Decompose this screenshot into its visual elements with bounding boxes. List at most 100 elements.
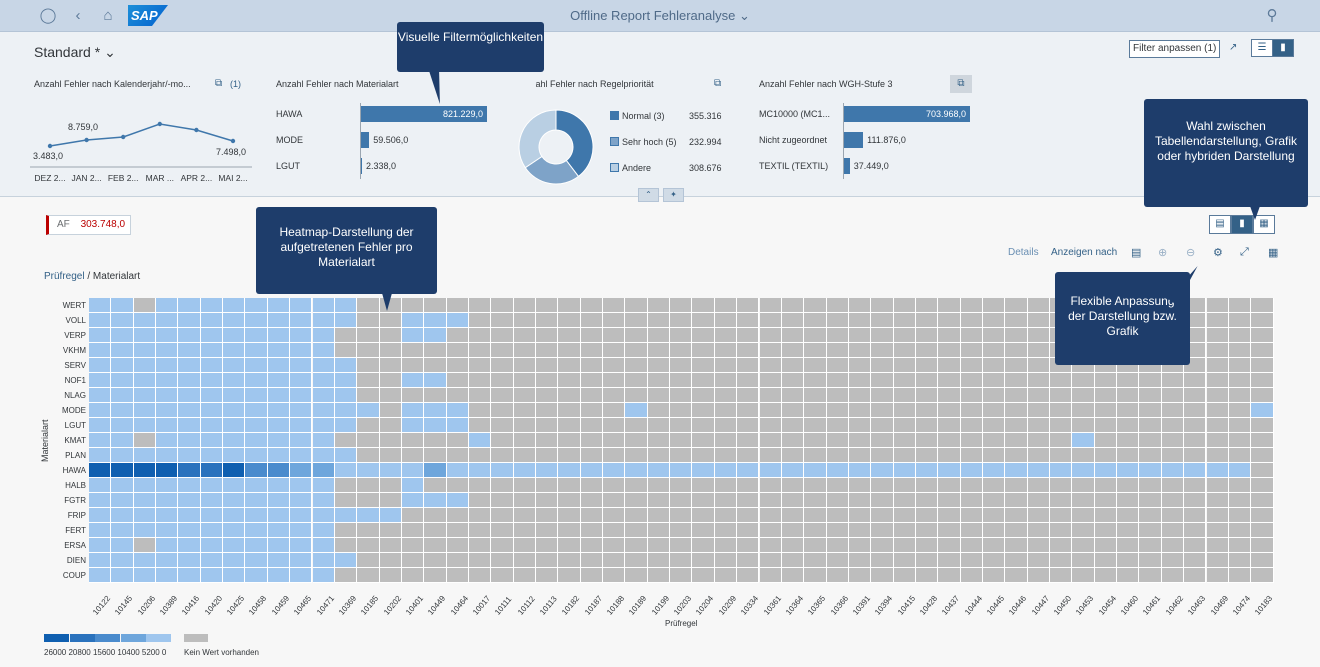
heatmap-cell[interactable]	[89, 463, 112, 478]
heatmap-cell[interactable]	[513, 298, 536, 313]
heatmap-cell[interactable]	[625, 568, 648, 583]
heatmap-cell[interactable]	[401, 508, 425, 523]
heatmap-cell[interactable]	[1050, 538, 1073, 553]
heatmap-cell[interactable]	[1184, 523, 1207, 538]
heatmap-cell[interactable]	[759, 298, 782, 313]
heatmap-cell[interactable]	[513, 553, 536, 568]
heatmap-cell[interactable]	[156, 538, 179, 553]
heatmap-cell[interactable]	[938, 343, 961, 358]
heatmap-cell[interactable]	[1228, 463, 1252, 478]
heatmap-cell[interactable]	[290, 508, 313, 523]
heatmap-cell[interactable]	[1072, 403, 1095, 418]
heatmap-cell[interactable]	[1027, 373, 1051, 388]
zoom-in-icon[interactable]: ⊕	[1158, 247, 1168, 259]
heatmap-cell[interactable]	[424, 298, 447, 313]
heatmap-cell[interactable]	[89, 538, 112, 553]
heatmap-cell[interactable]	[871, 508, 894, 523]
heatmap-cell[interactable]	[1094, 403, 1118, 418]
heatmap-cell[interactable]	[178, 418, 201, 433]
heatmap-cell[interactable]	[603, 448, 626, 463]
breadcrumb-link[interactable]: Prüfregel	[44, 271, 85, 282]
heatmap-cell[interactable]	[759, 493, 782, 508]
heatmap-cell[interactable]	[536, 478, 559, 493]
heatmap-cell[interactable]	[558, 298, 581, 313]
heatmap-cell[interactable]	[334, 568, 358, 583]
heatmap-cell[interactable]	[960, 553, 983, 568]
heatmap-cell[interactable]	[826, 358, 849, 373]
heatmap-cell[interactable]	[1050, 553, 1073, 568]
heatmap-cell[interactable]	[1161, 493, 1185, 508]
heatmap-cell[interactable]	[804, 298, 827, 313]
heatmap-cell[interactable]	[379, 478, 402, 493]
heatmap-cell[interactable]	[848, 358, 872, 373]
heatmap-cell[interactable]	[111, 313, 134, 328]
heatmap-cell[interactable]	[290, 418, 313, 433]
heatmap-cell[interactable]	[915, 568, 939, 583]
heatmap-cell[interactable]	[826, 433, 849, 448]
heatmap-cell[interactable]	[446, 298, 469, 313]
heatmap-cell[interactable]	[938, 493, 961, 508]
heatmap-cell[interactable]	[1206, 568, 1229, 583]
heatmap-cell[interactable]	[647, 343, 671, 358]
heatmap-cell[interactable]	[714, 448, 738, 463]
heatmap-cell[interactable]	[446, 448, 469, 463]
heatmap-cell[interactable]	[781, 298, 805, 313]
heatmap-cell[interactable]	[670, 523, 693, 538]
heatmap-cell[interactable]	[223, 523, 246, 538]
heatmap-cell[interactable]	[156, 298, 179, 313]
heatmap-cell[interactable]	[267, 403, 291, 418]
heatmap-cell[interactable]	[871, 358, 894, 373]
heatmap-cell[interactable]	[133, 433, 157, 448]
heatmap-cell[interactable]	[446, 403, 469, 418]
heatmap-cell[interactable]	[401, 538, 425, 553]
heatmap-cell[interactable]	[446, 568, 469, 583]
line-point[interactable]	[194, 127, 199, 133]
heatmap-cell[interactable]	[826, 448, 849, 463]
heatmap-cell[interactable]	[670, 313, 693, 328]
heatmap-cell[interactable]	[781, 553, 805, 568]
heatmap-cell[interactable]	[580, 388, 604, 403]
heatmap-cell[interactable]	[714, 538, 738, 553]
heatmap-cell[interactable]	[871, 493, 894, 508]
legend-label[interactable]: Sehr hoch (5)	[622, 137, 677, 147]
heatmap-cell[interactable]	[424, 508, 447, 523]
heatmap-cell[interactable]	[804, 463, 827, 478]
heatmap-cell[interactable]	[1161, 418, 1185, 433]
heatmap-cell[interactable]	[223, 343, 246, 358]
heatmap-cell[interactable]	[379, 448, 402, 463]
heatmap-cell[interactable]	[737, 538, 760, 553]
heatmap-cell[interactable]	[111, 568, 134, 583]
bar[interactable]	[360, 158, 362, 174]
heatmap-cell[interactable]	[737, 313, 760, 328]
heatmap-cell[interactable]	[848, 463, 872, 478]
heatmap-cell[interactable]	[580, 448, 604, 463]
heatmap-cell[interactable]	[915, 328, 939, 343]
heatmap-cell[interactable]	[424, 358, 447, 373]
heatmap-cell[interactable]	[379, 403, 402, 418]
heatmap-cell[interactable]	[1050, 433, 1073, 448]
heatmap-cell[interactable]	[915, 433, 939, 448]
heatmap-cell[interactable]	[781, 313, 805, 328]
heatmap-cell[interactable]	[1005, 343, 1028, 358]
heatmap-cell[interactable]	[848, 523, 872, 538]
heatmap-cell[interactable]	[111, 463, 134, 478]
heatmap-cell[interactable]	[804, 493, 827, 508]
heatmap-cell[interactable]	[312, 313, 335, 328]
heatmap-cell[interactable]	[424, 313, 447, 328]
heatmap-cell[interactable]	[513, 358, 536, 373]
heatmap-cell[interactable]	[1251, 493, 1274, 508]
app-title[interactable]: Offline Report Fehleranalyse ⌄	[570, 8, 750, 23]
heatmap-cell[interactable]	[1005, 508, 1028, 523]
heatmap-cell[interactable]	[1251, 298, 1274, 313]
heatmap-cell[interactable]	[1005, 463, 1028, 478]
heatmap-cell[interactable]	[558, 538, 581, 553]
heatmap-cell[interactable]	[267, 298, 291, 313]
heatmap-cell[interactable]	[334, 403, 358, 418]
heatmap-cell[interactable]	[446, 358, 469, 373]
heatmap-cell[interactable]	[983, 358, 1006, 373]
heatmap-cell[interactable]	[200, 448, 224, 463]
heatmap-cell[interactable]	[1184, 508, 1207, 523]
heatmap-cell[interactable]	[692, 388, 715, 403]
heatmap-cell[interactable]	[647, 388, 671, 403]
heatmap-cell[interactable]	[1184, 403, 1207, 418]
